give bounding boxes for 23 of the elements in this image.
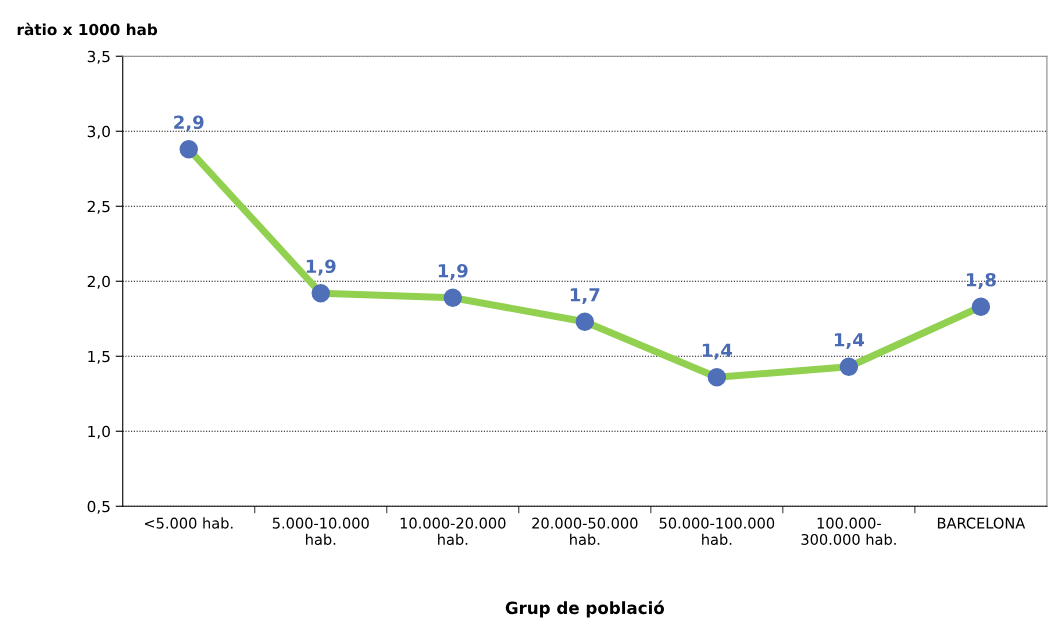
x-tick-label: 20.000-50.000 hab. xyxy=(532,517,638,545)
x-tick-label: 100.000- 300.000 hab. xyxy=(801,517,896,545)
y-axis-title: ràtio x 1000 hab xyxy=(17,22,158,36)
x-axis-title: Grup de població xyxy=(505,600,665,618)
y-tick-label: 0,5 xyxy=(87,500,110,514)
y-tick-label: 2,5 xyxy=(87,200,110,214)
y-tick-label: 1,0 xyxy=(88,425,110,439)
data-label: 1,4 xyxy=(834,333,865,349)
y-tick-label: 1,5 xyxy=(88,350,110,364)
data-label: 1,4 xyxy=(702,343,733,360)
data-label: 1,7 xyxy=(570,288,600,304)
data-label: 1,9 xyxy=(306,259,336,276)
x-tick-label: BARCELONA xyxy=(937,517,1026,529)
data-label: 1,9 xyxy=(438,263,468,280)
data-label: 1,8 xyxy=(966,272,996,289)
y-tick-label: 3,0 xyxy=(87,125,110,139)
y-tick-label: 2,0 xyxy=(87,275,110,289)
data-label: 2,9 xyxy=(174,115,204,132)
x-tick-label: <5.000 hab. xyxy=(144,517,233,529)
x-tick-label: 50.000-100.000 hab. xyxy=(659,517,775,545)
y-tick-label: 3,5 xyxy=(87,50,110,64)
x-tick-label: 5.000-10.000 hab. xyxy=(272,517,369,545)
x-tick-label: 10.000-20.000 hab. xyxy=(400,517,506,545)
